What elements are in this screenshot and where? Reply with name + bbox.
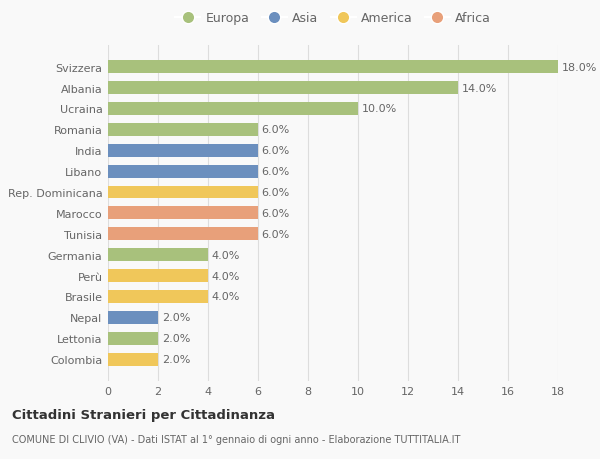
Text: 10.0%: 10.0% — [362, 104, 397, 114]
Legend: Europa, Asia, America, Africa: Europa, Asia, America, Africa — [175, 12, 491, 25]
Text: 6.0%: 6.0% — [262, 167, 290, 177]
Bar — [108, 103, 358, 116]
Bar — [108, 123, 258, 137]
Text: 2.0%: 2.0% — [162, 354, 190, 364]
Bar — [108, 249, 208, 262]
Text: Cittadini Stranieri per Cittadinanza: Cittadini Stranieri per Cittadinanza — [12, 409, 275, 421]
Text: 6.0%: 6.0% — [262, 125, 290, 135]
Bar — [108, 311, 158, 324]
Bar — [108, 186, 258, 199]
Bar — [108, 207, 258, 220]
Bar — [108, 61, 558, 74]
Text: 2.0%: 2.0% — [162, 333, 190, 343]
Text: 4.0%: 4.0% — [212, 292, 240, 302]
Text: 4.0%: 4.0% — [212, 271, 240, 281]
Text: 6.0%: 6.0% — [262, 146, 290, 156]
Bar — [108, 290, 208, 303]
Text: 18.0%: 18.0% — [562, 62, 597, 73]
Text: 14.0%: 14.0% — [462, 84, 497, 94]
Text: 6.0%: 6.0% — [262, 230, 290, 239]
Bar — [108, 228, 258, 241]
Text: COMUNE DI CLIVIO (VA) - Dati ISTAT al 1° gennaio di ogni anno - Elaborazione TUT: COMUNE DI CLIVIO (VA) - Dati ISTAT al 1°… — [12, 434, 460, 444]
Text: 4.0%: 4.0% — [212, 250, 240, 260]
Text: 6.0%: 6.0% — [262, 208, 290, 218]
Bar — [108, 145, 258, 157]
Bar — [108, 165, 258, 178]
Bar — [108, 353, 158, 366]
Bar — [108, 269, 208, 282]
Bar — [108, 332, 158, 345]
Text: 6.0%: 6.0% — [262, 188, 290, 197]
Bar — [108, 82, 458, 95]
Text: 2.0%: 2.0% — [162, 313, 190, 323]
